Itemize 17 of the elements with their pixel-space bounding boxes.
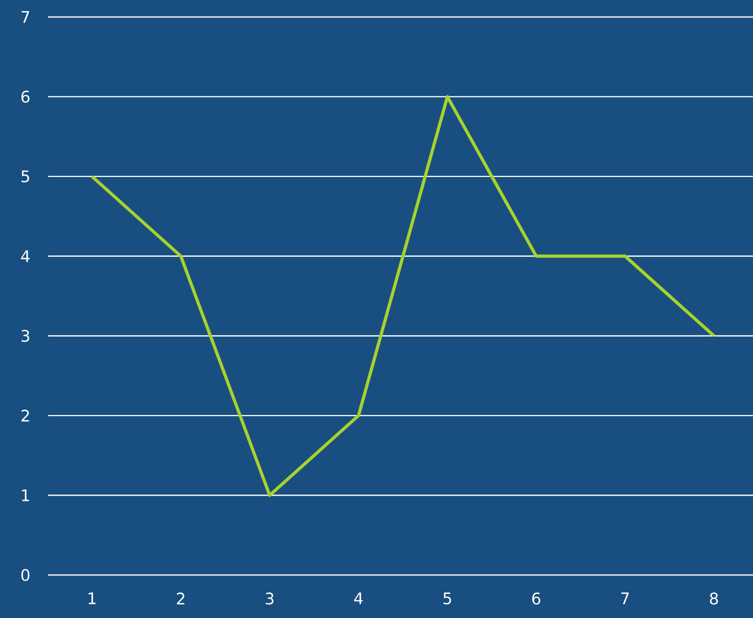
y-tick-label: 3 [22, 330, 30, 342]
y-tick-label: 5 [22, 170, 30, 182]
x-tick-label: 8 [710, 592, 718, 605]
y-tick-label: 1 [22, 489, 30, 502]
x-tick-label: 5 [444, 592, 452, 604]
y-tick-label: 0 [21, 568, 30, 582]
x-tick-label: 3 [266, 592, 274, 605]
y-tick-label: 7 [22, 11, 30, 23]
line-series [90, 95, 716, 497]
x-tick-label: 4 [354, 592, 363, 604]
y-tick-label: 2 [22, 410, 29, 422]
x-tick-label: 6 [532, 592, 540, 605]
y-tick-label: 4 [21, 250, 30, 262]
y-tick-label: 6 [21, 90, 30, 103]
x-tick-label: 1 [88, 592, 96, 604]
x-tick-label: 7 [621, 592, 629, 604]
x-tick-label: 2 [176, 592, 184, 604]
